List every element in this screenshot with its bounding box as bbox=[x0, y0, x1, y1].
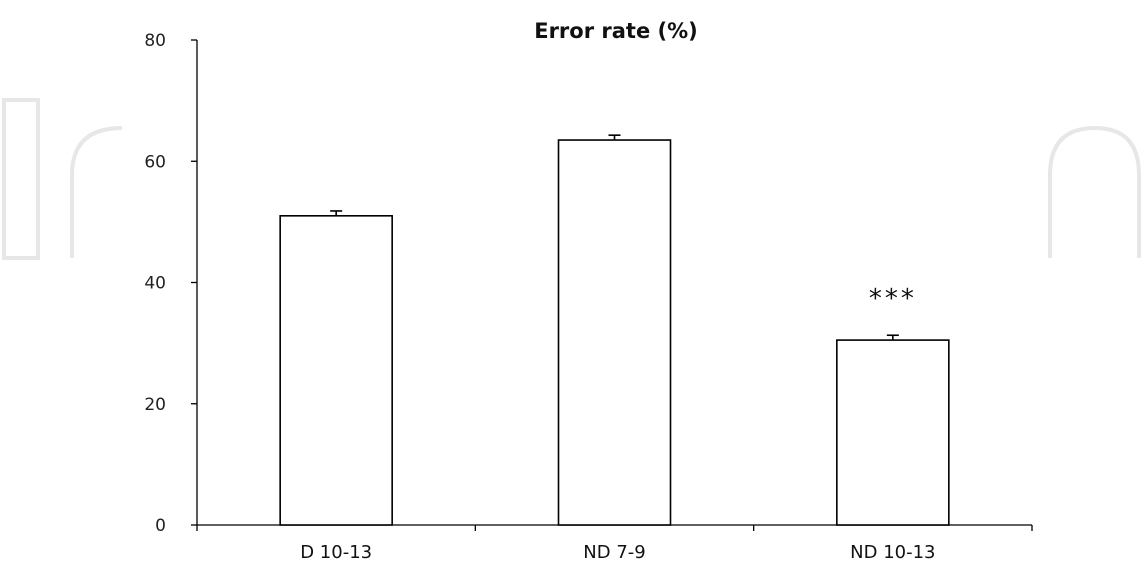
category-label: ND 10-13 bbox=[850, 542, 935, 563]
y-tick-label: 0 bbox=[155, 516, 166, 536]
bar bbox=[557, 139, 672, 526]
y-axis-ticks: 0 20 40 60 80 bbox=[144, 31, 197, 536]
y-tick-label: 80 bbox=[144, 31, 166, 51]
y-tick-label: 60 bbox=[144, 152, 166, 172]
annotations: *** bbox=[869, 284, 917, 314]
category-label: ND 7-9 bbox=[583, 542, 645, 563]
category-label: D 10-13 bbox=[300, 542, 372, 563]
bar bbox=[836, 339, 950, 526]
y-tick-label: 40 bbox=[144, 274, 166, 294]
chart-title: Error rate (%) bbox=[534, 19, 698, 43]
background-watermark bbox=[2, 98, 1141, 260]
significance-marker: *** bbox=[869, 284, 917, 314]
bar bbox=[279, 215, 393, 526]
y-tick-label: 20 bbox=[144, 395, 166, 415]
bars bbox=[279, 139, 950, 526]
x-axis-ticks bbox=[196, 525, 1033, 531]
error-bars bbox=[330, 134, 899, 341]
category-labels: D 10-13 ND 7-9 ND 10-13 bbox=[300, 542, 935, 563]
